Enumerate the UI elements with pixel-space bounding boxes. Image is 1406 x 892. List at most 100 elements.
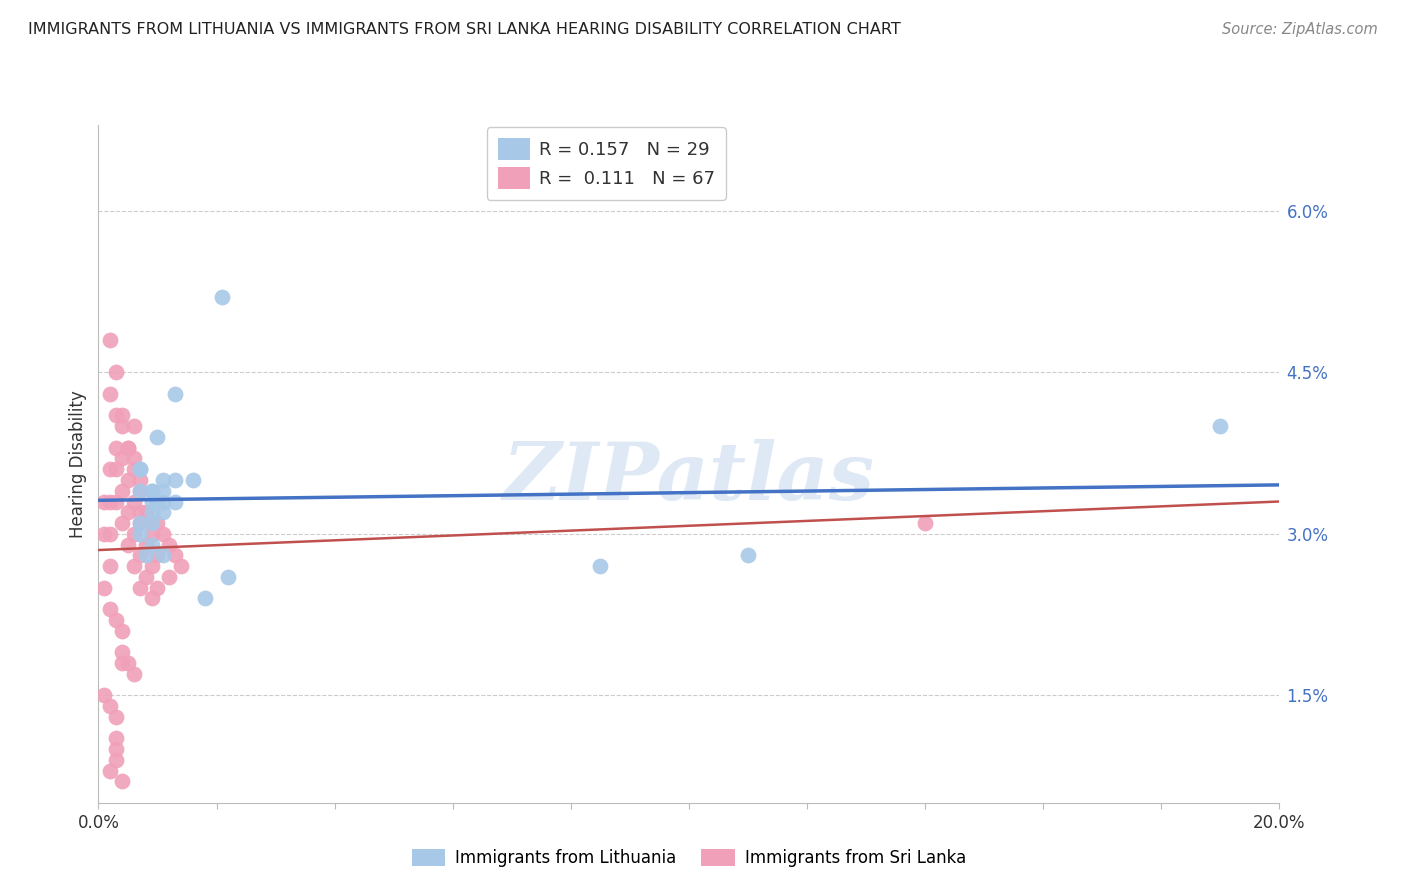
Point [117,656,139,670]
Point [128,549,150,563]
Point [141,505,163,519]
Point [141,483,163,498]
Point [165,387,187,401]
Point [152,483,174,498]
Point [146,430,169,444]
Point [181,473,204,487]
Point [122,494,145,508]
Point [98,602,121,616]
Point [589,559,612,574]
Point [111,451,134,466]
Point [117,537,139,551]
Point [165,494,187,508]
Point [105,494,128,508]
Point [146,581,169,595]
Point [128,483,150,498]
Point [128,526,150,541]
Text: IMMIGRANTS FROM LITHUANIA VS IMMIGRANTS FROM SRI LANKA HEARING DISABILITY CORREL: IMMIGRANTS FROM LITHUANIA VS IMMIGRANTS … [28,22,901,37]
Legend: Immigrants from Lithuania, Immigrants from Sri Lanka: Immigrants from Lithuania, Immigrants fr… [404,841,974,876]
Point [98,494,121,508]
Point [141,526,163,541]
Point [165,473,187,487]
Point [98,462,121,476]
Point [105,441,128,455]
Point [117,473,139,487]
Point [105,409,128,423]
Point [111,774,134,789]
Point [157,537,180,551]
Point [141,537,163,551]
Point [105,365,128,379]
Point [93,581,115,595]
Point [98,764,121,778]
Point [117,441,139,455]
Point [217,570,239,584]
Point [93,688,115,702]
Point [135,570,157,584]
Point [157,570,180,584]
Point [111,419,134,434]
Point [146,516,169,530]
Point [128,462,150,476]
Point [122,559,145,574]
Point [111,624,134,638]
Point [122,451,145,466]
Point [152,549,174,563]
Point [194,591,217,606]
Point [141,516,163,530]
Point [105,613,128,627]
Point [141,494,163,508]
Point [146,549,169,563]
Point [98,387,121,401]
Point [128,505,150,519]
Point [737,549,759,563]
Point [914,516,936,530]
Point [141,591,163,606]
Point [165,549,187,563]
Point [141,483,163,498]
Point [152,526,174,541]
Point [211,290,233,304]
Point [105,731,128,746]
Point [128,473,150,487]
Y-axis label: Hearing Disability: Hearing Disability [69,390,87,538]
Point [98,698,121,713]
Point [128,516,150,530]
Point [152,505,174,519]
Point [135,537,157,551]
Point [111,656,134,670]
Point [146,494,169,508]
Text: ZIPatlas: ZIPatlas [503,439,875,516]
Point [105,709,128,723]
Point [128,483,150,498]
Point [141,516,163,530]
Point [141,559,163,574]
Point [128,462,150,476]
Text: Source: ZipAtlas.com: Source: ZipAtlas.com [1222,22,1378,37]
Point [111,516,134,530]
Point [93,526,115,541]
Point [117,505,139,519]
Point [98,559,121,574]
Point [122,526,145,541]
Point [111,483,134,498]
Point [105,462,128,476]
Point [117,441,139,455]
Point [128,516,150,530]
Point [105,753,128,767]
Point [170,559,193,574]
Point [98,333,121,347]
Point [122,666,145,681]
Point [128,581,150,595]
Point [111,409,134,423]
Point [1209,419,1232,434]
Point [105,742,128,756]
Point [122,462,145,476]
Point [135,505,157,519]
Point [135,549,157,563]
Point [93,494,115,508]
Point [122,419,145,434]
Point [98,526,121,541]
Point [152,494,174,508]
Point [152,473,174,487]
